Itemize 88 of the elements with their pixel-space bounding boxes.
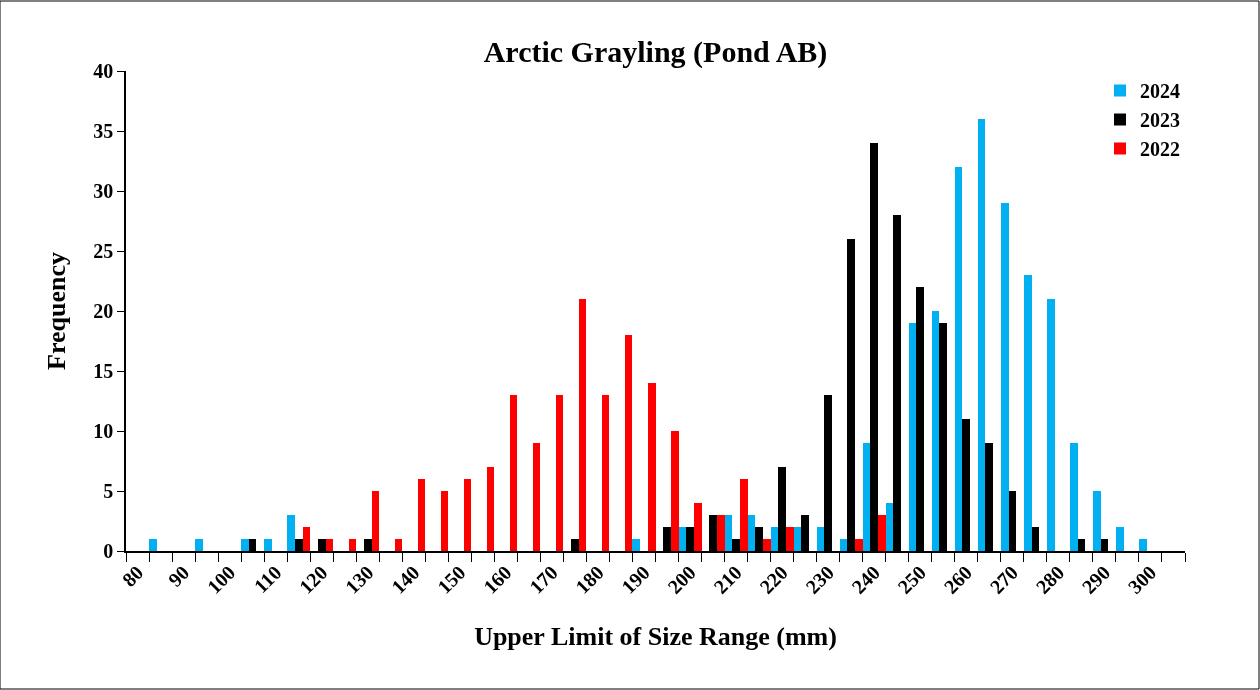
bar bbox=[855, 539, 863, 551]
y-tick-label: 30 bbox=[93, 180, 114, 202]
bar bbox=[794, 527, 801, 551]
bar bbox=[1116, 527, 1124, 551]
x-tick-label: 100 bbox=[202, 561, 240, 598]
legend-label: 2022 bbox=[1140, 138, 1180, 161]
legend-label: 2024 bbox=[1140, 80, 1180, 103]
y-tick-label: 10 bbox=[93, 420, 114, 442]
bar bbox=[1093, 491, 1101, 551]
x-tick-label: 160 bbox=[478, 561, 516, 598]
bar bbox=[556, 395, 563, 551]
bar bbox=[909, 323, 916, 551]
x-tick-label: 120 bbox=[294, 561, 332, 598]
x-axis-title: Upper Limit of Size Range (mm) bbox=[474, 622, 837, 652]
bar bbox=[1047, 299, 1055, 551]
bar bbox=[1070, 443, 1078, 551]
bar bbox=[303, 527, 310, 551]
x-tick-label: 190 bbox=[617, 561, 654, 598]
y-tick-label: 5 bbox=[103, 480, 114, 502]
y-tick-label: 40 bbox=[93, 60, 114, 82]
y-tick-label: 15 bbox=[93, 360, 114, 382]
y-tick-label: 25 bbox=[93, 240, 114, 262]
x-tick-label: 300 bbox=[1123, 561, 1161, 598]
bar bbox=[372, 491, 379, 551]
x-tick-label: 280 bbox=[1031, 561, 1069, 598]
legend-label: 2023 bbox=[1140, 109, 1180, 132]
bar bbox=[625, 335, 632, 551]
bar bbox=[878, 515, 886, 551]
x-tick-label: 200 bbox=[663, 561, 700, 598]
x-tick-label: 270 bbox=[985, 561, 1023, 598]
bar bbox=[632, 539, 640, 551]
x-tick-label: 80 bbox=[117, 561, 148, 591]
x-tick-label: 220 bbox=[755, 561, 793, 598]
bar bbox=[487, 467, 494, 551]
bar bbox=[441, 491, 448, 551]
bar bbox=[840, 539, 847, 551]
bar bbox=[863, 443, 870, 551]
x-tick-label: 130 bbox=[340, 561, 378, 598]
bar bbox=[533, 443, 540, 551]
bar bbox=[955, 167, 962, 551]
bar bbox=[418, 479, 425, 551]
bar bbox=[326, 539, 333, 551]
bar bbox=[740, 479, 748, 551]
x-tick-label: 290 bbox=[1077, 561, 1115, 598]
bar bbox=[264, 539, 272, 551]
x-tick-label: 90 bbox=[163, 561, 194, 591]
bar bbox=[349, 539, 356, 551]
x-tick-label: 230 bbox=[801, 561, 839, 598]
y-tick-label: 20 bbox=[93, 300, 114, 322]
bar bbox=[602, 395, 609, 551]
y-tick-label: 0 bbox=[103, 540, 114, 562]
x-tick-label: 140 bbox=[386, 561, 424, 598]
bar bbox=[932, 311, 939, 551]
x-tick-label: 260 bbox=[939, 561, 977, 598]
x-tick-label: 110 bbox=[249, 561, 286, 598]
x-tick-label: 170 bbox=[525, 561, 562, 598]
bar bbox=[287, 515, 295, 551]
x-tick-label: 250 bbox=[893, 561, 931, 598]
bar bbox=[195, 539, 203, 551]
bar bbox=[395, 539, 402, 551]
bar bbox=[786, 527, 794, 551]
bar bbox=[763, 539, 771, 551]
x-tick-label: 210 bbox=[709, 561, 746, 598]
bar bbox=[579, 299, 586, 551]
bar bbox=[817, 527, 824, 551]
bar bbox=[510, 395, 517, 551]
bar bbox=[648, 383, 656, 551]
bar bbox=[241, 539, 249, 551]
bar bbox=[694, 503, 702, 551]
x-tick-label: 240 bbox=[847, 561, 885, 598]
bar bbox=[748, 515, 755, 551]
bar bbox=[978, 119, 985, 551]
x-tick-label: 150 bbox=[432, 561, 470, 598]
bar bbox=[886, 503, 893, 551]
bar bbox=[717, 515, 725, 551]
x-tick-label: 180 bbox=[571, 561, 608, 598]
bar bbox=[1001, 203, 1009, 551]
bar bbox=[1139, 539, 1147, 551]
bar bbox=[1024, 275, 1032, 551]
y-axis-title: Frequency bbox=[42, 252, 72, 370]
bar bbox=[725, 515, 732, 551]
bar bbox=[679, 527, 686, 551]
bar bbox=[149, 539, 157, 551]
bar bbox=[771, 527, 778, 551]
y-tick-label: 35 bbox=[93, 120, 114, 142]
bar bbox=[464, 479, 471, 551]
bar bbox=[671, 431, 679, 551]
chart-title: Arctic Grayling (Pond AB) bbox=[483, 35, 828, 70]
